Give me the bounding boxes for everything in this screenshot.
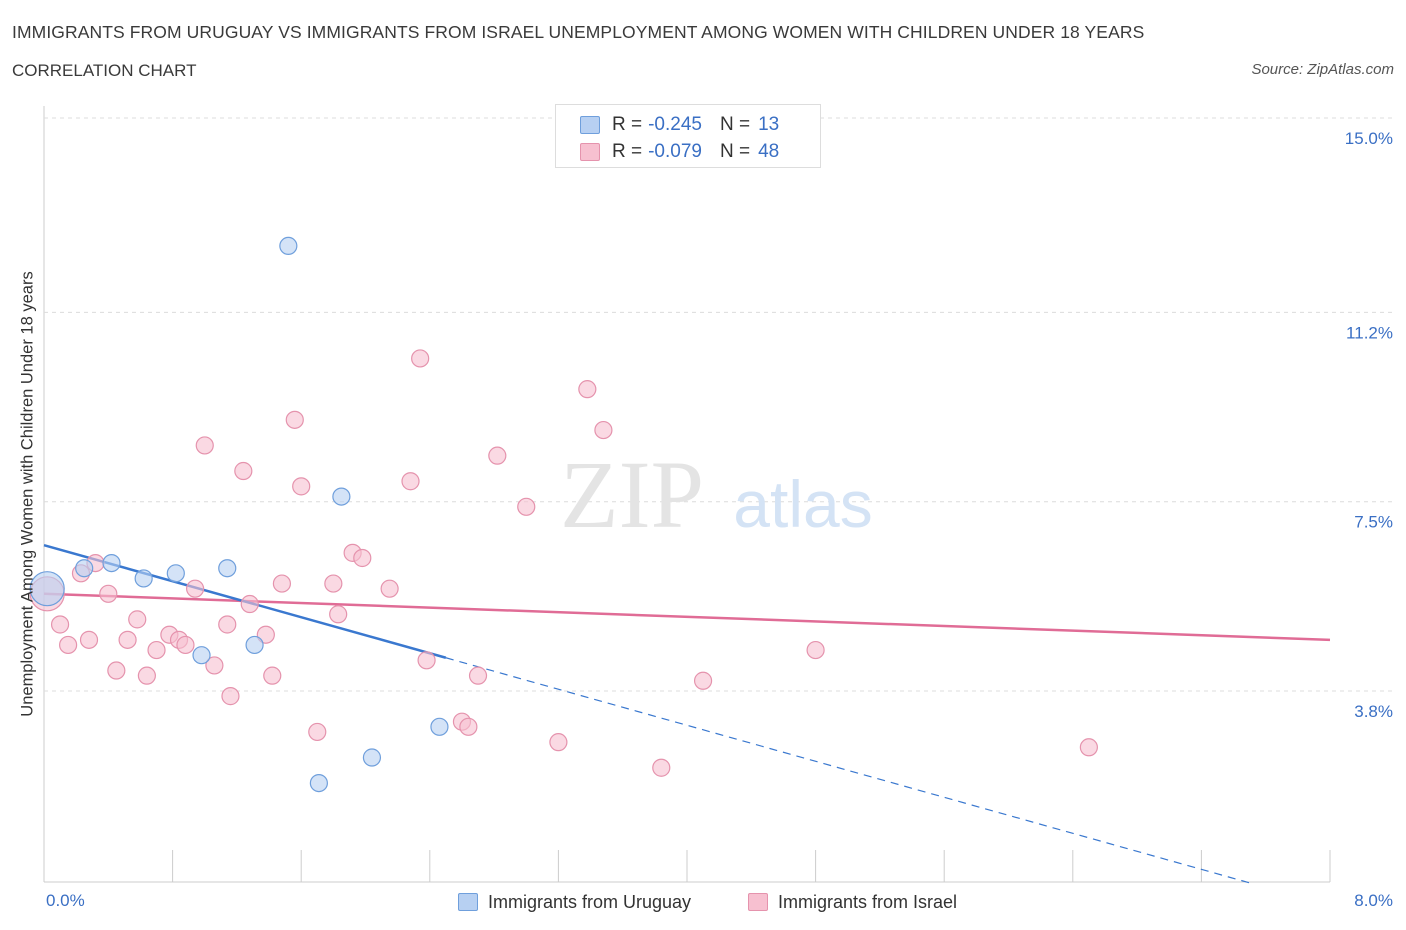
trend-layer xyxy=(43,543,1331,884)
watermark-zip: ZIP xyxy=(560,441,704,548)
data-point-israel xyxy=(594,420,613,440)
data-point-israel xyxy=(205,656,224,675)
data-point-uruguay xyxy=(309,773,328,793)
data-point-uruguay xyxy=(134,569,153,588)
data-point-israel xyxy=(652,758,671,777)
data-point-israel xyxy=(221,687,240,706)
legend-r-value: -0.079 xyxy=(648,141,702,162)
y-tick-label: 11.2% xyxy=(1346,323,1393,342)
watermark: ZIP atlas xyxy=(560,441,873,548)
legend-swatch-israel xyxy=(580,143,600,161)
y-axis-label: Unemployment Among Women with Children U… xyxy=(18,271,37,717)
chart-subtitle: CORRELATION CHART xyxy=(12,61,197,80)
legend-row-uruguay: R = -0.245 N = 13 xyxy=(580,113,779,137)
data-point-israel xyxy=(380,579,399,598)
trend-line-israel xyxy=(43,592,1331,642)
y-tick-label: 3.8% xyxy=(1354,702,1393,721)
series-label-uruguay: Immigrants from Uruguay xyxy=(488,891,692,912)
y-tick-layer: 3.8% 7.5% 11.2% 15.0% xyxy=(1345,129,1393,721)
grid-layer xyxy=(43,106,1392,883)
data-point-israel xyxy=(263,666,282,685)
data-point-israel xyxy=(353,548,372,568)
data-point-israel xyxy=(292,477,311,496)
data-point-israel xyxy=(107,661,126,680)
data-point-uruguay xyxy=(362,748,382,767)
series-swatch-israel xyxy=(748,893,768,911)
data-point-israel xyxy=(50,615,70,634)
legend-r-label: R = xyxy=(612,141,643,162)
data-point-israel xyxy=(401,472,420,491)
data-point-israel xyxy=(468,666,488,685)
data-point-uruguay xyxy=(166,564,185,583)
series-swatch-uruguay xyxy=(458,893,478,911)
data-point-israel xyxy=(806,640,825,660)
data-point-israel xyxy=(329,605,348,624)
data-point-israel xyxy=(99,584,118,603)
legend-row-israel: R = -0.079 N = 48 xyxy=(580,140,779,164)
data-point-uruguay xyxy=(279,236,298,256)
data-point-israel xyxy=(578,380,597,399)
data-point-israel xyxy=(218,615,237,634)
data-point-israel xyxy=(459,717,478,736)
data-point-israel xyxy=(517,497,536,516)
data-point-israel xyxy=(488,446,507,465)
data-point-israel xyxy=(285,410,304,429)
source-credit: Source: ZipAtlas.com xyxy=(1251,61,1394,78)
data-point-israel xyxy=(79,630,99,649)
data-point-israel xyxy=(118,630,137,649)
data-point-uruguay xyxy=(29,571,65,607)
legend-n-label: N = xyxy=(719,141,751,162)
data-point-israel xyxy=(240,594,259,614)
data-point-uruguay xyxy=(218,559,237,578)
data-point-uruguay xyxy=(75,559,94,578)
data-point-uruguay xyxy=(430,717,449,736)
data-point-israel xyxy=(147,640,166,660)
legend-r-value: -0.245 xyxy=(648,114,702,135)
points-layer xyxy=(29,236,1098,793)
data-point-israel xyxy=(1079,738,1098,757)
correlation-legend: R = -0.245 N = 13 R = -0.079 N = 48 xyxy=(555,104,821,168)
x-tick-label-min: 0.0% xyxy=(46,891,85,910)
data-point-israel xyxy=(549,733,568,752)
data-point-israel xyxy=(411,349,430,368)
legend-swatch-uruguay xyxy=(580,116,600,134)
x-tick-label-max: 8.0% xyxy=(1354,891,1393,910)
data-point-israel xyxy=(693,671,713,690)
y-tick-label: 15.0% xyxy=(1345,129,1393,148)
data-point-israel xyxy=(176,635,195,655)
legend-n-label: N = xyxy=(719,114,751,135)
chart-title: IMMIGRANTS FROM URUGUAY VS IMMIGRANTS FR… xyxy=(12,22,1145,42)
data-point-uruguay xyxy=(245,635,264,655)
data-point-israel xyxy=(128,610,147,629)
data-point-israel xyxy=(308,722,327,742)
data-point-israel xyxy=(324,574,343,593)
data-point-uruguay xyxy=(192,646,211,665)
data-point-uruguay xyxy=(102,553,121,573)
data-point-israel xyxy=(234,461,253,481)
series-legend-uruguay: Immigrants from Uruguay xyxy=(458,890,691,914)
series-label-israel: Immigrants from Israel xyxy=(778,891,958,912)
data-point-israel xyxy=(195,436,214,455)
data-point-israel xyxy=(137,666,156,685)
data-point-israel xyxy=(59,635,78,655)
data-point-israel xyxy=(417,651,436,670)
legend-r-label: R = xyxy=(612,114,643,135)
data-point-uruguay xyxy=(332,487,351,506)
y-tick-label: 7.5% xyxy=(1354,513,1393,532)
trend-line-uruguay-extension xyxy=(445,657,1250,884)
data-point-israel xyxy=(186,579,205,598)
data-point-israel xyxy=(256,625,275,644)
watermark-atlas: atlas xyxy=(733,467,872,541)
legend-n-value: 13 xyxy=(758,114,780,135)
series-legend-israel: Immigrants from Israel xyxy=(748,890,957,914)
data-point-israel xyxy=(272,574,292,593)
legend-n-value: 48 xyxy=(758,141,780,162)
